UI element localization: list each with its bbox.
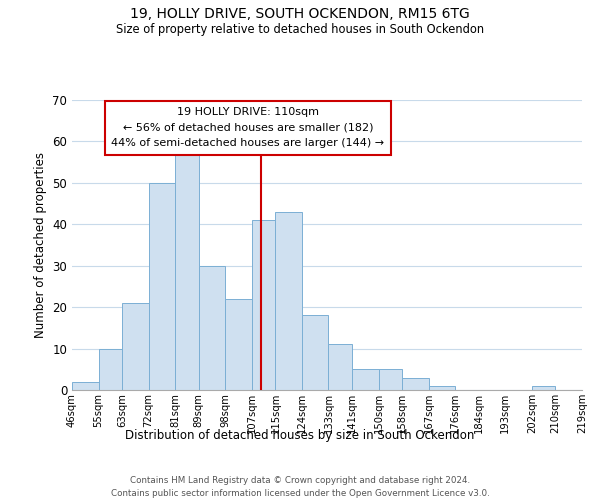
Text: 19, HOLLY DRIVE, SOUTH OCKENDON, RM15 6TG: 19, HOLLY DRIVE, SOUTH OCKENDON, RM15 6T…: [130, 8, 470, 22]
Bar: [302, 316, 328, 390]
Bar: [122, 303, 149, 390]
Bar: [532, 386, 556, 390]
Bar: [149, 183, 175, 390]
Bar: [98, 348, 122, 390]
Bar: [402, 378, 429, 390]
Bar: [352, 370, 379, 390]
Text: Distribution of detached houses by size in South Ockendon: Distribution of detached houses by size …: [125, 428, 475, 442]
Text: Size of property relative to detached houses in South Ockendon: Size of property relative to detached ho…: [116, 22, 484, 36]
Bar: [199, 266, 225, 390]
Bar: [429, 386, 455, 390]
Bar: [328, 344, 352, 390]
Bar: [379, 370, 402, 390]
Text: Contains HM Land Registry data © Crown copyright and database right 2024.
Contai: Contains HM Land Registry data © Crown c…: [110, 476, 490, 498]
Y-axis label: Number of detached properties: Number of detached properties: [34, 152, 47, 338]
Text: 19 HOLLY DRIVE: 110sqm
← 56% of detached houses are smaller (182)
44% of semi-de: 19 HOLLY DRIVE: 110sqm ← 56% of detached…: [112, 108, 385, 148]
Bar: [175, 150, 199, 390]
Bar: [225, 299, 252, 390]
Bar: [275, 212, 302, 390]
Bar: [72, 382, 98, 390]
Bar: [252, 220, 275, 390]
